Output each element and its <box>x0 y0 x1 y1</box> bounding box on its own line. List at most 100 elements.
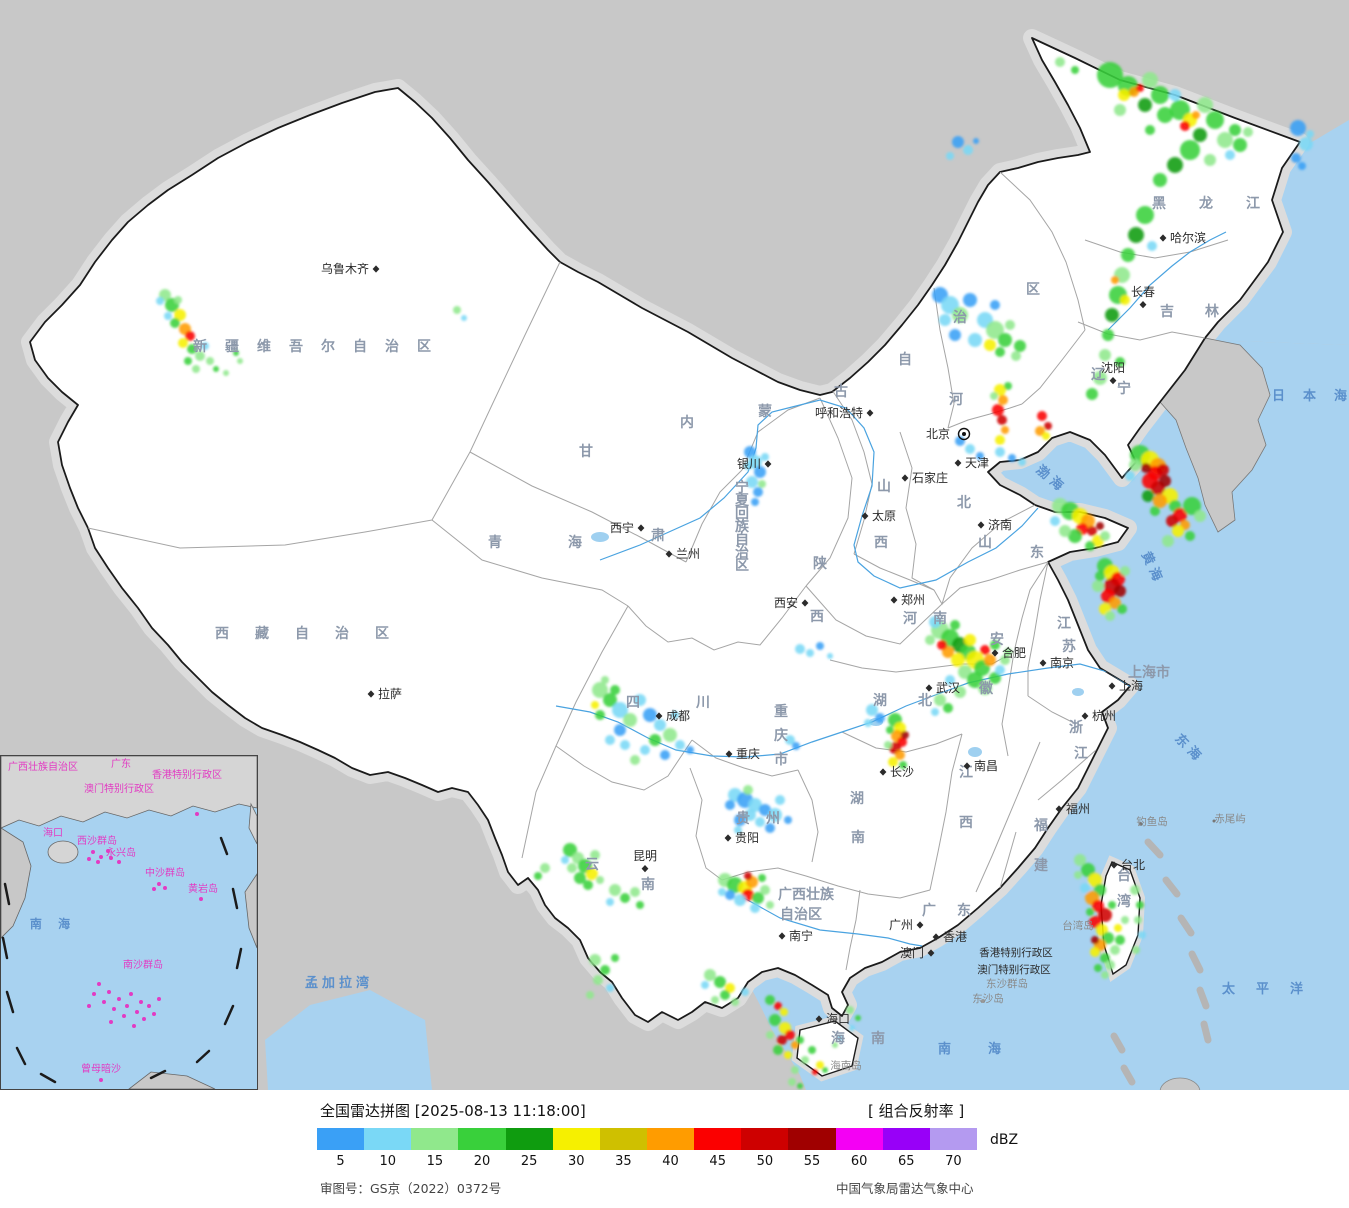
province-label: 陕 <box>813 555 827 572</box>
radar-echo <box>1004 648 1012 656</box>
radar-echo <box>1100 531 1110 541</box>
radar-echo <box>1169 89 1181 101</box>
province-label: 海南 <box>831 1030 885 1047</box>
radar-echo <box>1111 276 1119 284</box>
radar-echo <box>1105 960 1115 970</box>
inset-mainland <box>0 755 258 829</box>
radar-echo <box>630 887 640 897</box>
radar-echo <box>822 1067 828 1073</box>
inset-islet-dot <box>135 1010 139 1014</box>
radar-echo <box>1114 104 1126 116</box>
radar-echo <box>846 1006 854 1014</box>
dbz-segment-5 <box>317 1128 365 1150</box>
province-label: 西藏自治区 <box>215 625 389 642</box>
radar-echo <box>949 329 961 341</box>
province-label: 古 <box>834 383 848 400</box>
province-label: 辽 <box>1091 367 1106 383</box>
radar-echo <box>620 740 630 750</box>
city-marker-icon <box>372 265 380 273</box>
city-marker-icon <box>367 690 375 698</box>
province-label: 河南 <box>903 610 947 627</box>
radar-echo <box>606 984 614 992</box>
radar-echo-layer <box>156 57 1314 1089</box>
radar-echo <box>1153 494 1167 508</box>
city-label: 杭州 <box>1092 708 1116 723</box>
radar-echo <box>453 306 461 314</box>
radar-echo <box>816 642 824 650</box>
radar-echo <box>1089 916 1101 928</box>
radar-echo <box>784 816 792 824</box>
city-marker-icon <box>641 865 649 873</box>
radar-echo <box>752 892 764 904</box>
dbz-segment-20 <box>458 1128 506 1150</box>
island-label: 台湾岛 <box>1062 919 1094 932</box>
city-label: 西宁 <box>610 520 634 535</box>
inset-luzon-land <box>244 872 258 949</box>
radar-echo <box>609 884 621 896</box>
radar-echo <box>766 1031 774 1039</box>
ryukyu-island-dashes <box>1110 838 1212 1086</box>
province-label: 四川 <box>626 695 710 711</box>
radar-echo <box>1000 655 1010 665</box>
province-label: 北 <box>957 495 971 511</box>
radar-echo <box>1128 227 1144 243</box>
product-name: [ 组合反射率 ] <box>868 1102 965 1120</box>
radar-echo <box>984 654 996 666</box>
radar-echo <box>816 1061 824 1069</box>
province-label: 广西壮族 <box>778 886 835 903</box>
radar-echo <box>995 435 1005 445</box>
sea-label: 太平洋 <box>1221 981 1303 997</box>
radar-echo <box>233 350 239 356</box>
radar-echo <box>1136 84 1144 92</box>
radar-echo <box>976 452 984 460</box>
dongsha-island-dot <box>981 999 985 1003</box>
radar-echo <box>990 300 1000 310</box>
radar-echo <box>812 1069 818 1075</box>
radar-echo <box>1192 111 1200 119</box>
dbz-segment-65 <box>882 1128 930 1150</box>
radar-echo <box>1114 924 1122 932</box>
radar-echo <box>1102 329 1114 341</box>
radar-echo <box>1129 459 1141 471</box>
radar-echo <box>734 826 742 834</box>
radar-echo <box>1170 100 1190 120</box>
inset-islet-dot <box>109 856 113 860</box>
radar-echo <box>895 750 905 760</box>
radar-echo <box>1233 138 1247 152</box>
radar-echo <box>1197 97 1213 113</box>
city-marker-icon <box>1110 861 1118 869</box>
inset-islet-dot <box>107 990 111 994</box>
radar-echo <box>1093 371 1107 385</box>
map-title: 全国雷达拼图 [2025-08-13 11:18:00] <box>320 1102 586 1120</box>
province-label: 宁夏回族自治区 <box>735 479 750 574</box>
radar-echo <box>1110 945 1120 955</box>
radar-echo <box>744 809 756 821</box>
sea-label: 孟加拉湾 <box>305 975 369 991</box>
map-approval-number: 审图号：GS京（2022）0372号 <box>320 1181 502 1196</box>
radar-echo <box>720 990 730 1000</box>
radar-echo <box>989 672 1001 684</box>
radar-echo <box>1132 946 1140 954</box>
radar-echo <box>1138 98 1152 112</box>
radar-echo <box>223 370 229 376</box>
city-label: 香港 <box>943 930 967 944</box>
city-marker-icon <box>916 921 924 929</box>
dbz-tick-label: 20 <box>473 1154 491 1169</box>
radar-echo <box>899 761 907 769</box>
city-label: 合肥 <box>1002 645 1026 660</box>
city-label: 拉萨 <box>378 686 402 701</box>
radar-echo <box>590 850 600 860</box>
radar-echo <box>1130 885 1140 895</box>
radar-echo <box>1138 931 1146 939</box>
inset-island-label: 海口 <box>43 826 63 839</box>
province-label: 云 <box>585 857 599 873</box>
inset-islet-dot <box>147 1004 151 1008</box>
radar-echo <box>164 312 172 320</box>
radar-echo <box>866 704 878 716</box>
radar-echo <box>994 384 1006 396</box>
city-marker-icon <box>963 762 971 770</box>
radar-echo <box>978 681 992 695</box>
city-label: 郑州 <box>901 592 925 607</box>
inset-islet-dot <box>99 855 103 859</box>
